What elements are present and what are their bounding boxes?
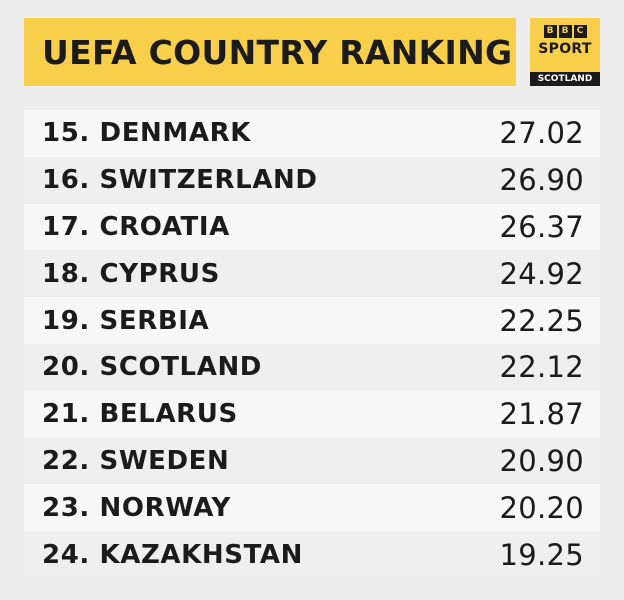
ranking-row: 20. SCOTLAND 22.12	[24, 343, 600, 391]
coefficient-value: 24.92	[499, 256, 584, 291]
coefficient-value: 26.37	[499, 209, 584, 244]
country-label: 21. BELARUS	[42, 399, 238, 430]
page-title: UEFA COUNTRY RANKING	[42, 32, 513, 72]
logo-region-text: SCOTLAND	[530, 72, 600, 86]
bbc-letter: B	[543, 25, 557, 38]
country-label: 15. DENMARK	[42, 118, 251, 149]
country-label: 23. NORWAY	[42, 492, 231, 523]
coefficient-value: 26.90	[499, 163, 584, 198]
country-label: 19. SERBIA	[42, 305, 210, 336]
ranking-row: 18. CYPRUS 24.92	[24, 250, 600, 298]
coefficient-value: 19.25	[499, 537, 584, 572]
bbc-sport-scotland-logo: B B C SPORT SCOTLAND	[530, 18, 600, 86]
coefficient-value: 21.87	[499, 397, 584, 432]
ranking-table: 15. DENMARK 27.02 16. SWITZERLAND 26.90 …	[24, 110, 600, 578]
coefficient-value: 22.25	[499, 303, 584, 338]
ranking-row: 23. NORWAY 20.20	[24, 484, 600, 532]
ranking-row: 21. BELARUS 21.87	[24, 390, 600, 438]
coefficient-value: 20.90	[499, 443, 584, 478]
country-label: 16. SWITZERLAND	[42, 165, 318, 196]
ranking-row: 16. SWITZERLAND 26.90	[24, 156, 600, 204]
ranking-row: 24. KAZAKHSTAN 19.25	[24, 531, 600, 578]
logo-sport-text: SPORT	[538, 41, 592, 57]
ranking-row: 17. CROATIA 26.37	[24, 203, 600, 251]
title-banner: UEFA COUNTRY RANKING	[24, 18, 516, 86]
ranking-row: 22. SWEDEN 20.90	[24, 437, 600, 485]
coefficient-value: 20.20	[499, 490, 584, 525]
ranking-row: 15. DENMARK 27.02	[24, 110, 600, 157]
country-label: 17. CROATIA	[42, 211, 230, 242]
ranking-row: 19. SERBIA 22.25	[24, 297, 600, 344]
coefficient-value: 27.02	[499, 116, 584, 151]
coefficient-value: 22.12	[499, 350, 584, 385]
bbc-letter: B	[558, 25, 572, 38]
country-label: 22. SWEDEN	[42, 445, 230, 476]
country-label: 24. KAZAKHSTAN	[42, 539, 303, 570]
country-label: 18. CYPRUS	[42, 258, 220, 289]
bbc-logo-blocks: B B C	[543, 25, 587, 38]
country-label: 20. SCOTLAND	[42, 352, 262, 383]
bbc-letter: C	[573, 25, 587, 38]
